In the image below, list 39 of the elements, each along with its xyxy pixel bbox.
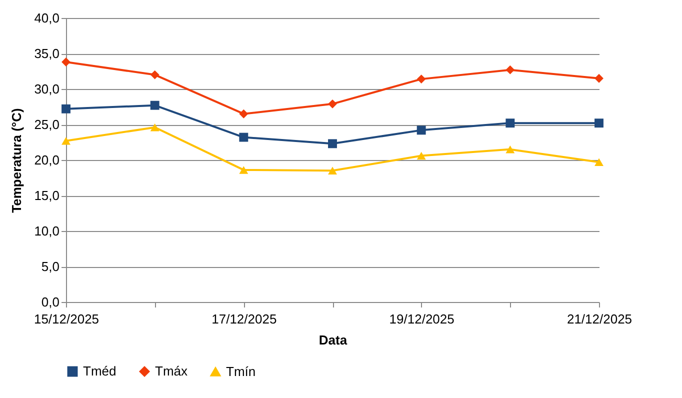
y-tick-label: 0,0 <box>41 294 60 310</box>
y-tick-label: 30,0 <box>34 82 60 96</box>
point <box>594 74 604 83</box>
y-axis-title: Temperatura (°C) <box>9 108 24 213</box>
point <box>328 166 337 175</box>
y-tick-label: 35,0 <box>34 46 60 61</box>
x-tick-label: 21/12/2025 <box>566 312 632 326</box>
y-tick-label: 10,0 <box>34 224 60 238</box>
point <box>506 65 515 74</box>
point <box>150 70 160 80</box>
point <box>416 152 426 160</box>
legend-label: Tméd <box>83 364 116 379</box>
point <box>506 118 515 128</box>
point <box>506 145 515 154</box>
y-tick-label: 25,0 <box>34 117 60 132</box>
point <box>239 109 248 118</box>
x-tick-label: 19/12/2025 <box>389 312 454 326</box>
point <box>328 99 337 108</box>
point <box>594 118 604 128</box>
x-axis-title: Data <box>318 332 348 348</box>
legend-label: Tmín <box>226 364 256 379</box>
y-tick-label: 20,0 <box>34 152 60 168</box>
legend-label: Tmáx <box>155 364 188 379</box>
point <box>416 74 426 84</box>
point <box>594 158 604 166</box>
point <box>239 166 248 174</box>
y-tick-label: 40,0 <box>34 10 60 26</box>
point <box>239 132 248 142</box>
x-tick-label: 17/12/2025 <box>212 312 277 326</box>
point <box>150 100 160 110</box>
point <box>150 123 160 132</box>
point <box>62 104 70 114</box>
x-tick-label: 15/12/2025 <box>34 312 100 326</box>
point <box>62 136 70 145</box>
point <box>328 139 337 148</box>
point <box>416 126 426 135</box>
y-tick-label: 15,0 <box>34 188 60 203</box>
point <box>62 58 70 66</box>
y-tick-label: 5,0 <box>41 259 60 274</box>
